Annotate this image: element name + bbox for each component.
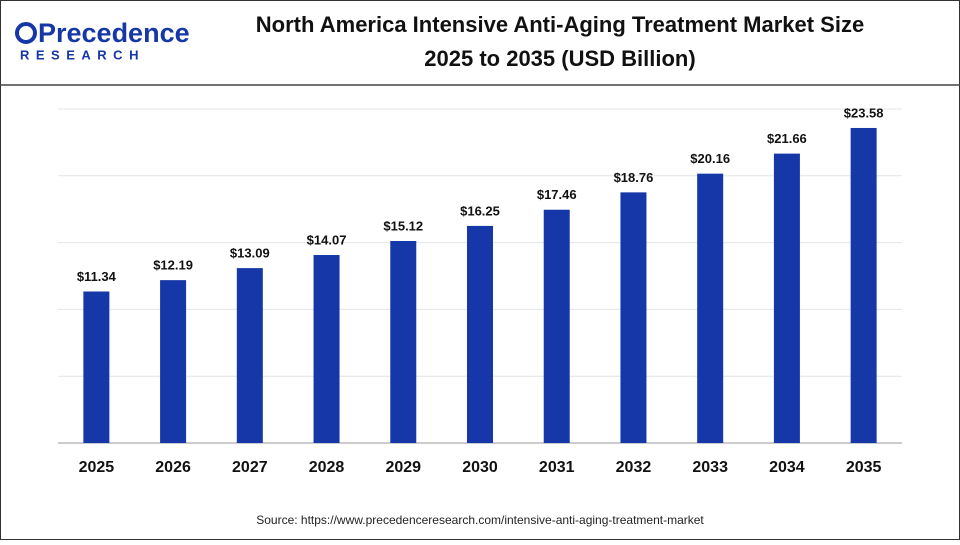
value-label: $11.34 [77, 269, 117, 284]
value-label: $16.25 [460, 203, 500, 218]
value-label: $21.66 [767, 131, 807, 146]
bar [850, 127, 877, 444]
source-note: Source: https://www.precedenceresearch.c… [256, 513, 704, 527]
logo-name: Precedence [38, 18, 190, 48]
x-tick-label: 2026 [155, 459, 191, 476]
x-tick-label: 2028 [309, 459, 345, 476]
bar [313, 255, 340, 443]
x-tick-label: 2031 [539, 459, 575, 476]
value-label: $12.19 [153, 258, 193, 273]
x-tick-label: 2035 [846, 459, 882, 476]
x-tick-label: 2034 [769, 459, 805, 476]
value-label: $23.58 [844, 105, 884, 120]
logo: Precedence RESEARCH [15, 18, 190, 62]
logo-mark [15, 22, 37, 44]
x-tick-label: 2025 [79, 459, 115, 476]
x-tick-label: 2027 [232, 459, 268, 476]
bar [697, 173, 724, 443]
bar [773, 153, 800, 443]
value-label: $14.07 [307, 232, 347, 247]
value-label: $20.16 [690, 151, 730, 166]
value-label: $18.76 [614, 170, 654, 185]
chart-title: 2025 to 2035 (USD Billion) [424, 46, 695, 71]
x-tick-label: 2032 [616, 459, 652, 476]
bar [390, 240, 417, 443]
value-label: $15.12 [383, 218, 423, 233]
bar [543, 209, 570, 443]
bar [236, 268, 263, 443]
bar [160, 280, 187, 443]
x-tick-label: 2029 [385, 459, 421, 476]
bar [620, 192, 647, 443]
logo-tagline: RESEARCH [20, 47, 145, 62]
chart-title: North America Intensive Anti-Aging Treat… [256, 12, 864, 37]
x-tick-label: 2030 [462, 459, 498, 476]
value-label: $13.09 [230, 246, 270, 261]
value-label: $17.46 [537, 187, 577, 202]
x-tick-label: 2033 [692, 459, 728, 476]
bar [83, 291, 110, 443]
bar [467, 225, 493, 443]
